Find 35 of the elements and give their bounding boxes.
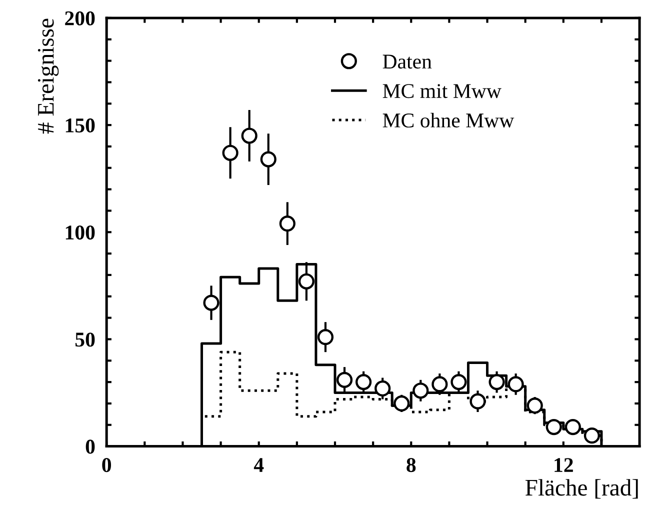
point bbox=[222, 144, 238, 161]
point bbox=[488, 374, 505, 390]
legend-label: MC mit Mww bbox=[382, 84, 502, 98]
point bbox=[298, 273, 314, 290]
x-tick-label: 0 bbox=[102, 458, 112, 472]
point bbox=[279, 216, 296, 232]
point bbox=[564, 418, 581, 436]
point bbox=[317, 329, 334, 346]
point bbox=[374, 380, 391, 397]
y-axis-title: # Ereignisse bbox=[38, 18, 59, 134]
y-tick-label: 50 bbox=[75, 332, 95, 347]
point bbox=[526, 398, 543, 414]
point bbox=[260, 151, 276, 168]
point bbox=[546, 418, 562, 436]
x-tick-label: 8 bbox=[406, 458, 416, 472]
point bbox=[432, 376, 448, 392]
y-tick-label: 100 bbox=[66, 226, 95, 240]
point bbox=[203, 294, 220, 311]
point bbox=[355, 374, 372, 390]
y-tick-label: 150 bbox=[66, 118, 95, 132]
point bbox=[412, 382, 429, 399]
legend-label: Daten bbox=[382, 54, 432, 69]
point bbox=[470, 393, 486, 410]
point bbox=[508, 376, 524, 392]
point bbox=[584, 428, 600, 444]
point bbox=[336, 372, 353, 388]
x-tick-label: 4 bbox=[254, 458, 264, 472]
point bbox=[450, 374, 467, 390]
x-axis-title: Fläche [rad] bbox=[526, 479, 638, 499]
point bbox=[394, 395, 410, 412]
y-tick-label: 200 bbox=[65, 11, 95, 26]
legend-label: MC ohne Mww bbox=[382, 112, 514, 128]
y-tick-label: 0 bbox=[86, 440, 95, 454]
x-tick-label: 12 bbox=[554, 458, 573, 472]
point bbox=[241, 128, 258, 144]
